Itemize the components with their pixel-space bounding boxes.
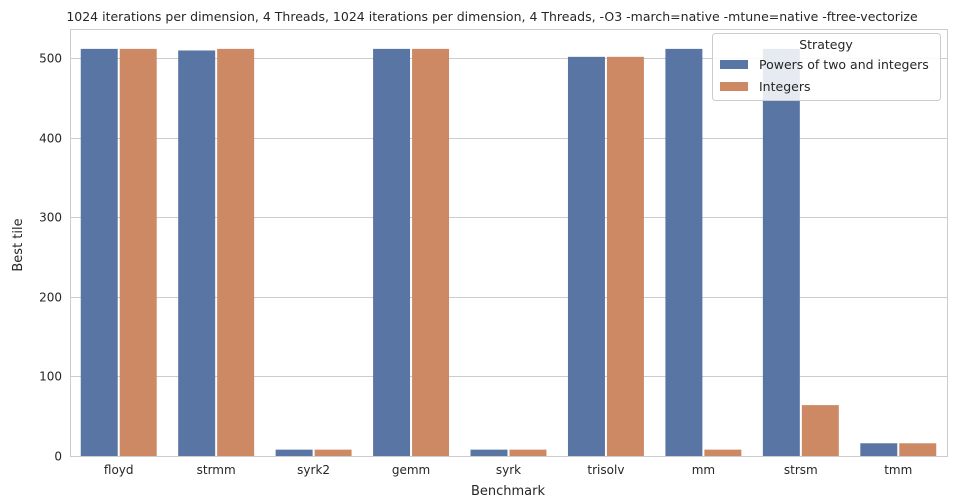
legend-swatch-powers-of-two	[720, 60, 748, 69]
x-tick-label: syrk	[496, 463, 521, 477]
y-tick-label: 300	[39, 211, 62, 225]
bar-strsm-powers-of-two	[762, 48, 800, 456]
bar-mm-powers-of-two	[665, 48, 703, 456]
legend-swatch-integers	[720, 82, 748, 91]
y-tick-label: 500	[39, 52, 62, 66]
tick-labels: 0 100 200 300 400 500 floyd strmm syrk2 gemm syrk t…	[39, 52, 912, 478]
bar-gemm-powers-of-two	[373, 48, 411, 456]
bar-strmm-integers	[217, 48, 255, 456]
y-tick-label: 100	[39, 370, 62, 384]
bar-trisolv-integers	[606, 56, 644, 457]
x-tick-label: gemm	[392, 463, 430, 477]
bar-syrk2-powers-of-two	[275, 449, 313, 456]
legend-label-powers-of-two: Powers of two and integers	[759, 57, 929, 72]
bar-tmm-integers	[899, 443, 937, 456]
x-tick-label: mm	[692, 463, 715, 477]
x-tick-label: trisolv	[587, 463, 624, 477]
x-tick-label: strmm	[197, 463, 236, 477]
y-axis-label: Best tile	[11, 218, 26, 271]
legend: Strategy Powers of two and integers Inte…	[712, 33, 941, 101]
bar-trisolv-powers-of-two	[567, 56, 605, 457]
y-tick-label: 400	[39, 132, 62, 146]
bar-syrk-powers-of-two	[470, 449, 508, 456]
legend-title: Strategy	[799, 37, 853, 52]
y-tick-label: 0	[54, 450, 62, 464]
x-axis-label: Benchmark	[471, 484, 546, 499]
bar-syrk2-integers	[314, 449, 352, 456]
bar-syrk-integers	[509, 449, 547, 456]
bar-gemm-integers	[412, 48, 450, 456]
legend-box	[712, 33, 941, 101]
x-tick-label: strsm	[784, 463, 818, 477]
bar-floyd-integers	[119, 48, 157, 456]
legend-label-integers: Integers	[759, 79, 810, 94]
bars	[80, 48, 937, 457]
plot-frame	[70, 29, 948, 457]
bar-strsm-integers	[801, 405, 839, 456]
bar-floyd-powers-of-two	[80, 48, 118, 456]
chart-title: 1024 iterations per dimension, 4 Threads…	[66, 9, 918, 24]
x-tick-label: floyd	[104, 463, 134, 477]
y-tick-label: 200	[39, 291, 62, 305]
bar-strmm-powers-of-two	[178, 50, 216, 457]
x-tick-label: syrk2	[297, 463, 330, 477]
bar-tmm-powers-of-two	[860, 443, 898, 456]
x-tick-label: tmm	[884, 463, 912, 477]
bar-mm-integers	[704, 449, 742, 456]
